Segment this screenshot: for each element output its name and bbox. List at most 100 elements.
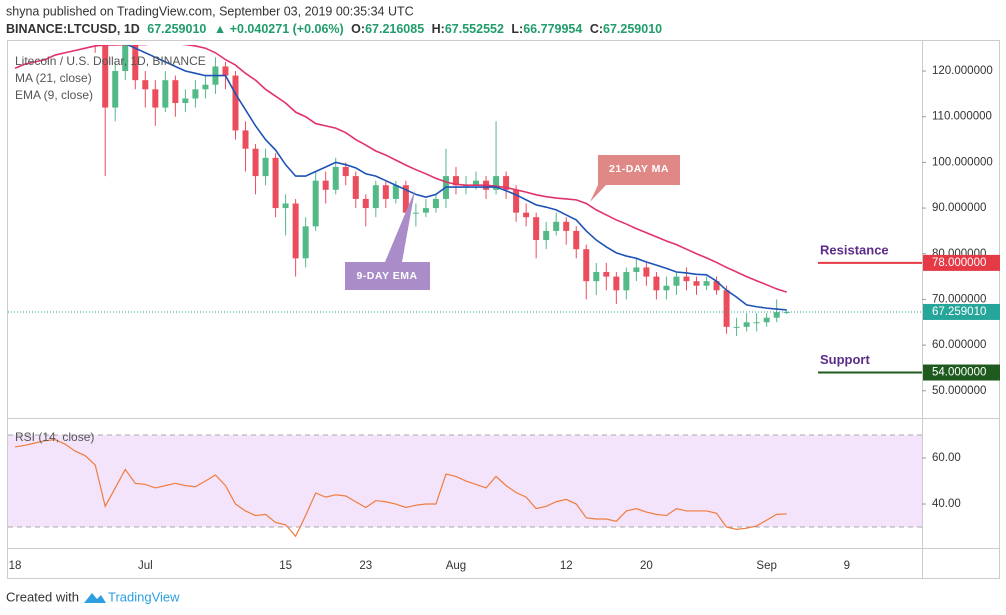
y-tick-label: 120.000000	[932, 65, 993, 77]
candle-body	[543, 230, 550, 241]
y-tick-label: 40.00	[932, 498, 961, 510]
x-tick-label: 9	[844, 560, 850, 572]
candle-body	[523, 212, 530, 218]
legend-entry: MA (21, close)	[15, 71, 92, 85]
candle-body	[132, 45, 139, 81]
indicator-line	[14, 45, 787, 293]
candle-body	[422, 208, 429, 213]
candle-body	[352, 176, 359, 199]
symbol: BINANCE:LTCUSD, 1D	[6, 22, 140, 36]
price: 67.259010	[147, 22, 206, 36]
candle-body	[122, 45, 129, 72]
candle-body	[382, 185, 389, 199]
legend-title: Litecoin / U.S. Dollar, 1D, BINANCE	[15, 54, 206, 68]
candle-body	[172, 80, 179, 104]
change: ▲ +0.040271 (+0.06%)	[214, 22, 344, 36]
candle-body	[563, 221, 570, 231]
indicator-line	[126, 45, 787, 311]
candle-body	[232, 75, 239, 131]
x-tick-label: 18	[9, 560, 22, 572]
candle-body	[573, 230, 580, 250]
y-tick-label: 50.000000	[932, 385, 986, 397]
candle-body	[593, 272, 600, 282]
candle-body	[242, 130, 249, 149]
footer-brand[interactable]: TradingView	[108, 589, 180, 604]
candle-body	[302, 226, 309, 259]
candle-body	[392, 185, 399, 199]
footer-prefix: Created with	[6, 589, 79, 604]
candle-body	[493, 176, 500, 190]
candle-body	[473, 180, 480, 186]
callout	[345, 190, 430, 290]
candle-body	[693, 281, 700, 286]
candle-body	[723, 290, 730, 327]
publisher-line: shyna published on TradingView.com, Sept…	[6, 4, 414, 18]
rsi-pane	[8, 434, 922, 538]
ohlc-key: H:	[432, 22, 445, 36]
candle-body	[513, 189, 520, 213]
y-tick-label: 100.000000	[932, 156, 993, 168]
rsi-legend: RSI (14, close)	[15, 430, 94, 444]
ohlc-key: L:	[511, 22, 523, 36]
candle-body	[713, 281, 720, 291]
candle-body	[162, 80, 169, 108]
candle-body	[583, 249, 590, 282]
ohlc-value: 67.259010	[603, 22, 662, 36]
candle-body	[402, 185, 409, 213]
candle-body	[342, 166, 349, 177]
candle-body	[633, 267, 640, 273]
level-box	[923, 254, 1000, 271]
candle-body	[102, 45, 109, 108]
candle-body	[703, 281, 710, 286]
ohlc-value: 67.552552	[445, 22, 504, 36]
candle-body	[613, 276, 620, 291]
candle-body	[202, 84, 209, 90]
level-box	[923, 364, 1000, 381]
candle-body	[533, 217, 540, 241]
candle-body	[312, 180, 319, 227]
candle-body	[553, 221, 560, 231]
overlay: 18 Jul 15 23 Aug 12 20 Sep 9 50.000000 60.000000 70…	[9, 65, 1000, 572]
ohlc-key: C:	[590, 22, 603, 36]
candle-body	[753, 322, 760, 324]
candle-body	[773, 312, 780, 318]
candle-body	[743, 322, 750, 327]
rsi-line	[14, 438, 787, 538]
candle-body	[192, 89, 199, 99]
ohlc-value: 67.216085	[365, 22, 424, 36]
x-tick-label: Aug	[446, 560, 466, 572]
candle-body	[733, 326, 740, 328]
candle-body	[252, 148, 259, 177]
candle-body	[282, 203, 289, 209]
legend-entry: EMA (9, close)	[15, 88, 93, 102]
candle-body	[222, 66, 229, 76]
candle-body	[372, 185, 379, 209]
candle-body	[152, 89, 159, 108]
candle-body	[503, 176, 510, 190]
last-price-label: 67.259010	[932, 306, 986, 318]
level-label: 54.000000	[932, 367, 986, 379]
candle-body	[112, 71, 119, 108]
candle-body	[272, 157, 279, 209]
candle-body	[623, 272, 630, 291]
last-price-box	[923, 303, 1000, 320]
candle-body	[653, 276, 660, 291]
y-tick-label: 90.000000	[932, 202, 986, 214]
candle-body	[683, 276, 690, 282]
y-tick-label: 110.000000	[932, 111, 992, 123]
x-tick-label: 15	[279, 560, 292, 572]
x-tick-label: Sep	[756, 560, 776, 572]
level-label: 78.000000	[932, 257, 986, 269]
y-tick-label: 70.000000	[932, 293, 986, 305]
candle-body	[663, 285, 670, 291]
callout-text: 21-DAY MA	[609, 163, 669, 175]
candle-body	[292, 203, 299, 259]
price-pane	[8, 45, 922, 336]
candle-body	[673, 276, 680, 286]
candle-body	[603, 272, 610, 277]
logo	[84, 593, 106, 603]
y-tick-label: 60.000000	[932, 339, 986, 351]
level-name: Resistance	[820, 242, 889, 257]
candle-body	[432, 198, 439, 209]
